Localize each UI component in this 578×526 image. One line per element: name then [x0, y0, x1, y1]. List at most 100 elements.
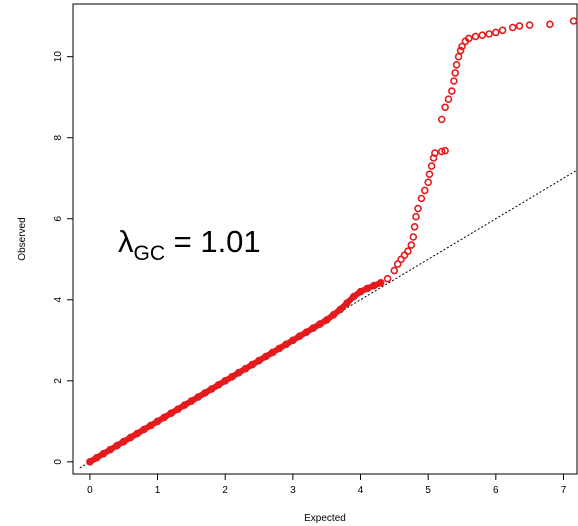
- data-point: [409, 233, 418, 241]
- lambda-subscript: GC: [134, 242, 166, 265]
- data-point: [407, 241, 416, 249]
- x-tick-label: 0: [87, 485, 93, 496]
- data-point: [393, 260, 402, 268]
- data-point: [456, 46, 465, 55]
- y-tick-label: 6: [53, 216, 64, 222]
- data-point: [546, 20, 554, 29]
- data-point: [356, 287, 365, 296]
- data-point: [427, 162, 436, 170]
- x-axis-label: Expected: [304, 513, 346, 524]
- data-point: [228, 372, 236, 381]
- data-point: [295, 332, 304, 341]
- data-point: [485, 30, 493, 38]
- data-point: [261, 352, 270, 361]
- data-point: [241, 364, 250, 373]
- data-point: [268, 348, 277, 357]
- data-point: [167, 409, 175, 418]
- data-point: [390, 266, 399, 275]
- data-point: [248, 360, 257, 369]
- y-axis: 0 2 4 6 8 10: [53, 51, 73, 465]
- data-point: [431, 149, 439, 157]
- data-point: [525, 21, 534, 29]
- data-point: [454, 52, 463, 61]
- data-point: [140, 425, 148, 434]
- y-axis-label: Observed: [17, 217, 28, 260]
- data-points-band: [86, 279, 384, 465]
- data-point: [429, 154, 438, 162]
- lambda-symbol: λ: [118, 224, 134, 259]
- data-point: [343, 299, 351, 307]
- data-point: [153, 417, 162, 426]
- data-point: [417, 194, 426, 203]
- x-tick-label: 1: [155, 485, 161, 496]
- data-point: [452, 61, 461, 69]
- data-point: [450, 77, 458, 85]
- y-tick-label: 10: [53, 51, 64, 63]
- y-tick-label: 0: [53, 459, 64, 465]
- data-point: [201, 389, 209, 397]
- data-point: [464, 34, 473, 43]
- data-point: [349, 292, 358, 301]
- data-point: [289, 336, 297, 345]
- x-tick-label: 2: [222, 485, 228, 496]
- data-point: [180, 401, 189, 409]
- data-point: [275, 344, 284, 353]
- data-point: [309, 324, 318, 332]
- data-point: [444, 95, 453, 103]
- data-point: [363, 284, 372, 293]
- data-point: [424, 178, 433, 187]
- data-point: [214, 381, 223, 389]
- data-point: [92, 453, 101, 462]
- data-points: [86, 17, 578, 466]
- data-point: [174, 405, 182, 414]
- data-point: [147, 421, 155, 430]
- data-point: [187, 397, 196, 405]
- data-point: [99, 449, 108, 458]
- data-point: [282, 340, 290, 349]
- data-point: [106, 445, 114, 454]
- data-point: [86, 457, 94, 466]
- data-point: [508, 23, 517, 32]
- data-point: [119, 437, 128, 446]
- data-point: [404, 247, 412, 255]
- lambda-gc-annotation: λGC = 1.01: [118, 224, 261, 265]
- data-point: [322, 316, 331, 324]
- data-point: [255, 356, 263, 365]
- data-point: [478, 31, 487, 40]
- data-point: [515, 22, 524, 30]
- data-point: [336, 305, 345, 314]
- x-tick-label: 4: [358, 485, 364, 496]
- data-point: [437, 147, 446, 156]
- data-point: [329, 310, 338, 319]
- x-tick-label: 7: [561, 485, 567, 496]
- data-point: [441, 146, 449, 155]
- data-point: [126, 433, 135, 442]
- data-point: [412, 212, 420, 221]
- data-point: [498, 26, 507, 35]
- data-point: [437, 115, 446, 124]
- data-point: [370, 281, 378, 290]
- data-point: [451, 69, 460, 77]
- data-point: [194, 393, 202, 401]
- data-point: [414, 204, 422, 213]
- data-point: [569, 17, 578, 25]
- data-point: [207, 385, 216, 393]
- data-point: [420, 186, 429, 195]
- plot-frame: [72, 3, 578, 475]
- data-point: [221, 376, 229, 385]
- data-point: [113, 441, 121, 450]
- y-tick-label: 8: [53, 134, 64, 140]
- data-point: [447, 87, 456, 95]
- data-point: [410, 223, 419, 231]
- y-tick-label: 4: [53, 297, 64, 303]
- data-point: [133, 429, 142, 438]
- data-point: [302, 328, 311, 337]
- data-point: [160, 413, 169, 422]
- x-axis: 0 1 2 3 4 5 6 7: [87, 474, 567, 496]
- data-point: [383, 274, 392, 283]
- data-point: [316, 320, 324, 328]
- data-point: [234, 368, 243, 377]
- data-point: [425, 170, 434, 178]
- data-point: [376, 278, 385, 287]
